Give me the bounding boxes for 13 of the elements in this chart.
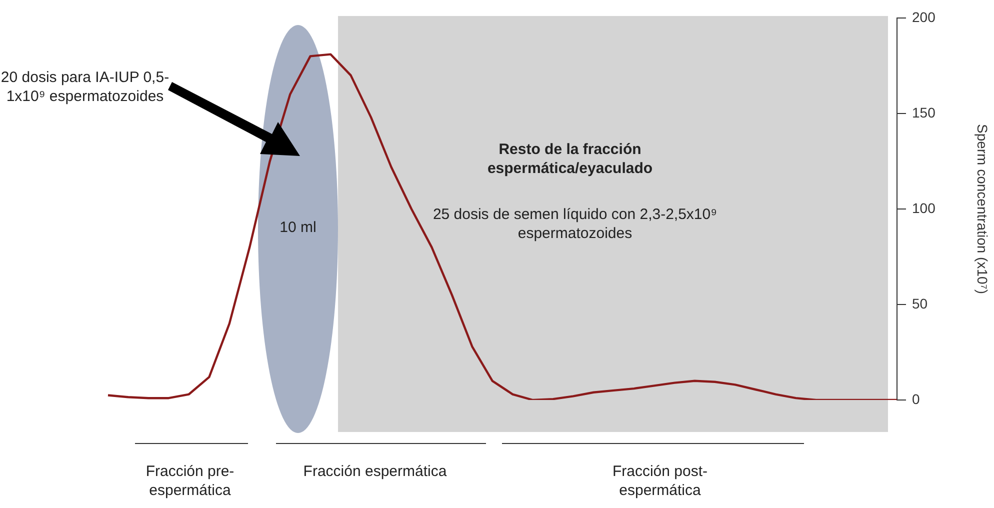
y-tick-label: 200 — [912, 8, 936, 25]
annotation: 25 dosis de semen líquido con 2,3-2,5x10⁹ espermatozoides — [432, 205, 718, 243]
y-tick-label: 0 — [912, 390, 920, 407]
y-tick-label: 150 — [912, 104, 936, 120]
text: Fracción pre-espermática — [144, 462, 236, 500]
text: Fracción espermática — [302, 462, 448, 481]
y-axis-title: Sperm concentration (x10⁷) — [974, 124, 991, 294]
annotation: Resto de la fracción espermática/eyaculado — [486, 140, 654, 178]
annotation: 10 ml — [278, 218, 318, 237]
text: Fracción post-espermática — [611, 462, 709, 500]
y-tick-label: 100 — [912, 200, 936, 216]
annotation: 20 dosis para IA-IUP 0,5-1x10⁹ espermatozoides — [0, 68, 170, 106]
y-tick-label: 50 — [912, 295, 928, 312]
